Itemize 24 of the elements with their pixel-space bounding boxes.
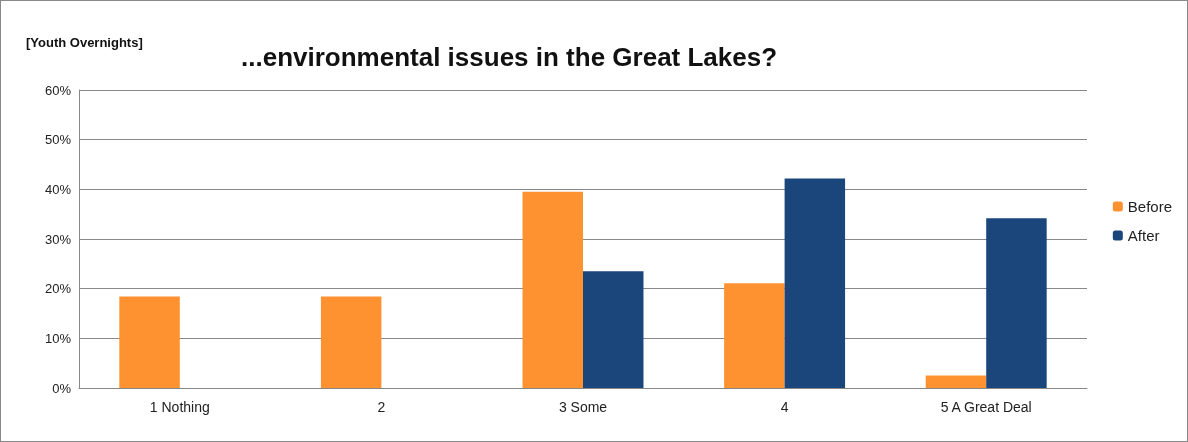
x-tick-label: 1 Nothing <box>149 399 210 415</box>
bar <box>724 283 785 388</box>
bar <box>925 375 987 388</box>
y-tick-label: 0% <box>52 380 72 396</box>
y-tick-label: 60% <box>44 82 72 98</box>
text: [Youth Overnights] <box>26 35 143 50</box>
bar <box>320 296 382 388</box>
x-tick-label: 3 Some <box>558 399 608 415</box>
chart-title: ...environmental issues in the Great Lakes? <box>241 42 778 72</box>
bar <box>522 191 583 388</box>
y-tick-label: 30% <box>44 231 72 247</box>
bar <box>784 178 846 388</box>
bar <box>119 296 180 388</box>
bar <box>986 218 1047 388</box>
y-tick-label: 10% <box>44 330 72 346</box>
x-tick-label: 5 A Great Deal <box>940 399 1032 415</box>
bar <box>583 271 644 388</box>
y-tick-label: 40% <box>44 181 72 197</box>
y-tick-label: 50% <box>44 132 72 148</box>
legend-label: After <box>1127 227 1160 244</box>
y-tick-label: 20% <box>44 281 72 297</box>
x-tick-label: 4 <box>780 399 789 415</box>
legend-label: Before <box>1127 198 1173 215</box>
x-tick-label: 2 <box>377 399 386 415</box>
